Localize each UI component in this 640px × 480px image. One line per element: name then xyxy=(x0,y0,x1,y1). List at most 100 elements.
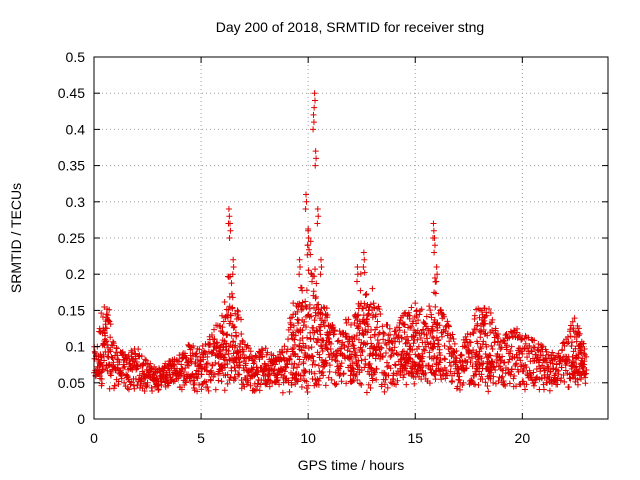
data-point xyxy=(488,342,495,349)
data-point xyxy=(308,313,315,320)
y-tick-label: 0.25 xyxy=(58,230,85,246)
data-point xyxy=(497,363,504,370)
data-point xyxy=(340,370,347,377)
data-point xyxy=(209,336,216,343)
data-point xyxy=(352,349,359,356)
data-point xyxy=(555,371,562,378)
data-point xyxy=(356,329,363,336)
data-point xyxy=(346,348,353,355)
data-point xyxy=(356,380,363,387)
data-point xyxy=(223,340,230,347)
data-point xyxy=(316,351,323,358)
data-point xyxy=(445,323,452,330)
data-point xyxy=(258,346,265,353)
data-point xyxy=(476,327,483,334)
data-point xyxy=(286,388,293,395)
data-point xyxy=(530,358,537,365)
data-point xyxy=(431,340,438,347)
y-tick-label: 0.35 xyxy=(58,158,85,174)
data-point xyxy=(334,338,341,345)
data-point xyxy=(473,365,480,372)
data-point xyxy=(475,382,482,389)
data-point xyxy=(271,366,278,373)
data-point xyxy=(107,348,114,355)
data-point xyxy=(300,358,307,365)
data-point xyxy=(536,356,543,363)
data-point xyxy=(570,325,577,332)
data-point xyxy=(567,375,574,382)
data-point xyxy=(396,327,403,334)
data-point xyxy=(489,316,496,323)
data-point xyxy=(116,359,123,366)
data-point xyxy=(193,350,200,357)
data-point xyxy=(311,104,318,111)
data-point xyxy=(539,343,546,350)
data-point xyxy=(245,368,252,375)
data-point xyxy=(486,372,493,379)
data-point xyxy=(138,353,145,360)
data-point xyxy=(318,256,325,263)
data-point xyxy=(322,317,329,324)
data-point xyxy=(327,340,334,347)
data-point xyxy=(228,290,235,297)
data-point xyxy=(286,356,293,363)
data-point xyxy=(326,362,333,369)
data-point xyxy=(419,362,426,369)
data-point xyxy=(576,343,583,350)
data-point xyxy=(428,355,435,362)
data-point xyxy=(162,360,169,367)
data-point xyxy=(298,306,305,313)
data-point xyxy=(423,313,430,320)
data-point xyxy=(523,381,530,388)
chart-title: Day 200 of 2018, SRMTID for receiver stn… xyxy=(215,19,485,35)
data-point xyxy=(548,380,555,387)
data-point xyxy=(427,307,434,314)
data-point xyxy=(287,324,294,331)
data-point xyxy=(361,364,368,371)
data-point xyxy=(127,360,134,367)
data-point xyxy=(270,367,277,374)
data-point xyxy=(247,382,254,389)
data-point xyxy=(219,324,226,331)
data-point xyxy=(500,378,507,385)
data-point xyxy=(387,353,394,360)
data-point xyxy=(240,358,247,365)
data-point xyxy=(207,377,214,384)
data-point xyxy=(312,148,319,155)
data-point xyxy=(297,337,304,344)
data-point xyxy=(483,309,490,316)
data-point xyxy=(106,362,113,369)
data-point xyxy=(230,338,237,345)
data-point xyxy=(495,335,502,342)
data-point xyxy=(176,372,183,379)
data-point xyxy=(415,317,422,324)
data-point xyxy=(234,362,241,369)
data-point xyxy=(315,362,322,369)
data-point xyxy=(221,387,228,394)
data-point xyxy=(468,377,475,384)
data-point xyxy=(296,271,303,278)
data-point xyxy=(230,256,237,263)
data-point xyxy=(155,386,162,393)
data-point xyxy=(143,383,150,390)
data-point xyxy=(244,342,251,349)
data-point xyxy=(503,330,510,337)
data-point xyxy=(389,347,396,354)
data-point xyxy=(303,191,310,198)
data-point xyxy=(567,333,574,340)
data-point xyxy=(360,340,367,347)
data-point xyxy=(170,362,177,369)
data-point xyxy=(433,278,440,285)
data-point xyxy=(427,366,434,373)
data-point xyxy=(335,337,342,344)
data-point xyxy=(283,364,290,371)
data-point xyxy=(324,346,331,353)
data-point xyxy=(429,333,436,340)
data-point xyxy=(453,355,460,362)
data-point xyxy=(207,341,214,348)
data-point xyxy=(359,347,366,354)
data-point xyxy=(386,325,393,332)
data-point xyxy=(355,357,362,364)
data-point xyxy=(103,314,110,321)
data-point xyxy=(481,313,488,320)
